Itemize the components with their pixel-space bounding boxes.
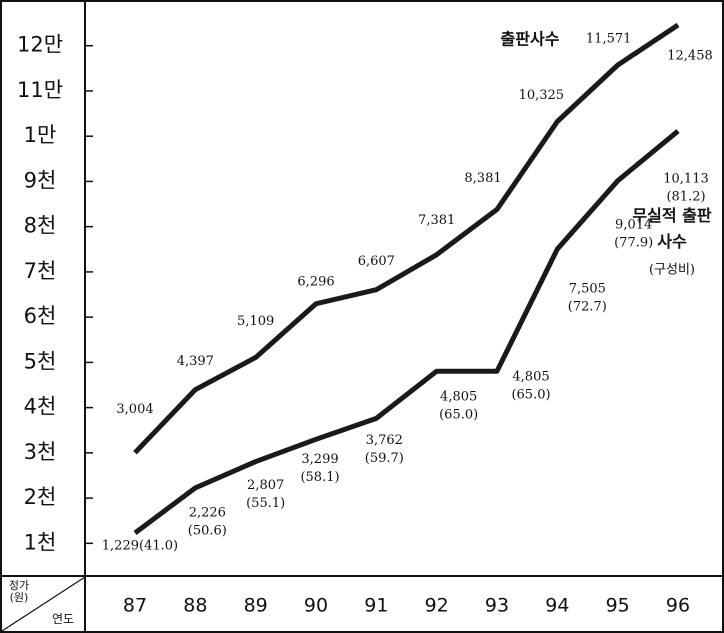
y-tick-label: 1만 [24, 123, 57, 147]
legend-series-2: 무실적 출판사수 [632, 206, 712, 251]
x-tick-label: 89 [244, 595, 268, 617]
y-tick-label: 12만 [17, 33, 63, 57]
y-tick-label: 9천 [24, 168, 57, 192]
value-label: 10,325 [519, 88, 565, 103]
share-label: (58.1) [300, 470, 339, 485]
x-tick-label: 91 [364, 595, 388, 617]
corner-diagonal [1, 576, 86, 632]
value-label: 3,299 [301, 452, 338, 467]
value-label: 3,004 [116, 402, 153, 417]
y-tick-label: 5천 [24, 349, 57, 373]
corner-x-label: 연도 [51, 612, 75, 626]
value-label: 9,014 [615, 217, 652, 232]
series-line [133, 129, 680, 535]
series-line [133, 22, 680, 455]
value-label: 4,805 [512, 370, 549, 385]
share-note: (구성비) [649, 263, 695, 278]
share-label: (72.7) [568, 300, 607, 315]
value-label: 2,807 [247, 478, 284, 493]
value-label: 4,397 [177, 354, 214, 369]
y-tick-label: 4천 [24, 395, 57, 419]
share-label: (81.2) [666, 190, 705, 205]
value-label: 4,805 [440, 390, 477, 405]
x-tick-label: 87 [123, 595, 147, 617]
value-label: 1,229 [102, 538, 139, 553]
value-label: 11,571 [586, 32, 632, 47]
value-label: 7,381 [418, 213, 455, 228]
y-tick-label: 1천 [24, 530, 57, 554]
share-label: (65.0) [511, 388, 550, 403]
y-tick-label: 8천 [24, 214, 57, 238]
value-label: 10,113 [663, 172, 709, 187]
y-tick-label: 3천 [24, 440, 57, 464]
share-label: (77.9) [614, 235, 653, 250]
value-label: 5,109 [237, 314, 274, 329]
share-label: (55.1) [246, 496, 285, 511]
x-tick-label: 94 [545, 595, 569, 617]
legend-series-1: 출판사수 [501, 30, 560, 49]
x-tick-label: 93 [485, 595, 509, 617]
value-label: 2,226 [189, 505, 226, 520]
value-label: 7,505 [569, 282, 606, 297]
value-label: 3,762 [366, 433, 403, 448]
x-tick-label: 88 [183, 595, 207, 617]
x-tick-label: 95 [606, 595, 630, 617]
value-label: 6,296 [297, 274, 334, 289]
share-label: (41.0) [139, 538, 178, 553]
y-tick-label: 7천 [24, 259, 57, 283]
y-tick-label: 11만 [17, 78, 63, 102]
value-label: 6,607 [358, 254, 395, 269]
x-tick-label: 90 [304, 595, 328, 617]
x-tick-label: 96 [666, 595, 690, 617]
x-tick-label: 92 [425, 595, 449, 617]
share-label: (59.7) [365, 451, 404, 466]
share-label: (50.6) [188, 523, 227, 538]
y-tick-label: 6천 [24, 304, 57, 328]
value-label: 8,381 [464, 171, 501, 186]
corner-y-label: 정가(원) [8, 579, 30, 604]
share-label: (65.0) [439, 408, 478, 423]
value-label: 12,458 [667, 48, 713, 63]
y-tick-label: 2천 [24, 485, 57, 509]
